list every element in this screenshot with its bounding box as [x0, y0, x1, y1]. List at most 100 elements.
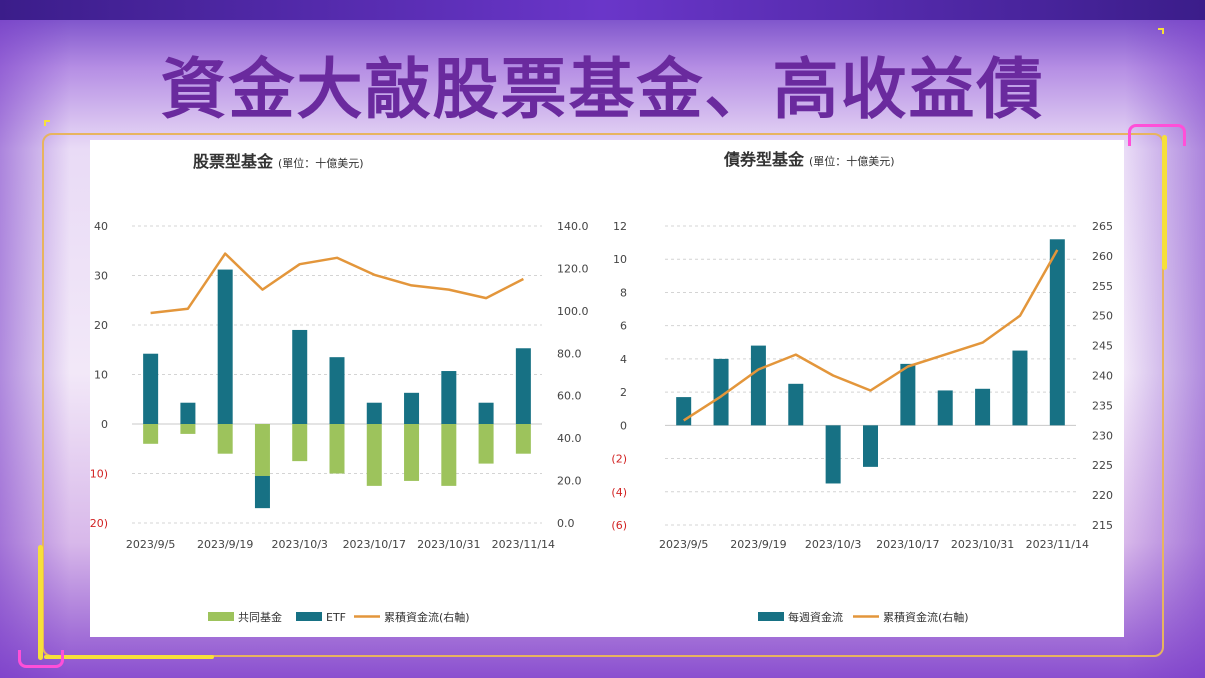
- bar-mutual-fund: [441, 424, 457, 486]
- bar-weekly-flow: [1049, 239, 1065, 426]
- y-right-tick-label: 40.0: [557, 432, 582, 445]
- y-right-tick-label: 60.0: [557, 390, 582, 403]
- corner-mark: [1158, 28, 1164, 34]
- y-left-tick-label: (6): [611, 519, 627, 532]
- y-right-tick-label: 250: [1092, 310, 1113, 323]
- bar-mutual-fund: [180, 424, 196, 434]
- bar-mutual-fund: [478, 424, 494, 464]
- x-tick-label: 2023/11/14: [1026, 538, 1089, 551]
- bar-etf: [329, 357, 345, 424]
- equity-fund-panel: 股票型基金 (單位：十億美元) 40 30 20 10 0 (10) (20) 140.0 1…: [85, 140, 590, 637]
- y-left-tick-label: 10: [613, 253, 627, 266]
- bar-etf: [254, 475, 270, 509]
- chart-title: 債券型基金: [723, 150, 805, 169]
- chart-title-unit: (單位：十億美元): [809, 154, 895, 168]
- corner-mark: [44, 120, 50, 126]
- bar-weekly-flow: [676, 397, 692, 426]
- equity-fund-chart: 股票型基金 (單位：十億美元) 40 30 20 10 0 (10) (20) 140.0 1…: [85, 152, 589, 624]
- y-right-tick-label: 245: [1092, 340, 1113, 353]
- y-right-tick-label: 0.0: [557, 517, 575, 530]
- bar-etf: [441, 371, 457, 424]
- bar-etf: [180, 402, 196, 424]
- bar-weekly-flow: [750, 345, 766, 426]
- y-right-tick-label: 220: [1092, 489, 1113, 502]
- right-glow: [1125, 20, 1205, 678]
- left-glow: [0, 20, 70, 678]
- top-banner: [0, 0, 1205, 20]
- y-right-tick-label: 230: [1092, 429, 1113, 442]
- y-right-tick-label: 225: [1092, 459, 1113, 472]
- y-left-tick-label: (10): [90, 468, 108, 481]
- y-right-tick-label: 240: [1092, 370, 1113, 383]
- cumulative-flow-line: [150, 252, 524, 315]
- pink-accent-top-right: [1128, 124, 1186, 146]
- legend-label: 共同基金: [238, 610, 282, 624]
- legend-label: ETF: [326, 611, 346, 624]
- legend-label: 累積資金流(右軸): [384, 610, 470, 624]
- bar-etf: [404, 392, 420, 424]
- bar-mutual-fund: [143, 424, 159, 444]
- y-right-tick-label: 100.0: [557, 305, 589, 318]
- legend-label: 每週資金流: [788, 610, 843, 624]
- bar-weekly-flow: [900, 363, 916, 426]
- x-tick-label: 2023/10/3: [272, 538, 328, 551]
- x-tick-label: 2023/10/17: [343, 538, 406, 551]
- bar-weekly-flow: [937, 390, 953, 426]
- y-right-tick-label: 260: [1092, 250, 1113, 263]
- x-tick-label: 2023/10/31: [951, 538, 1014, 551]
- chart-title: 股票型基金: [193, 152, 274, 171]
- bar-etf: [515, 348, 531, 424]
- x-tick-label: 2023/10/17: [876, 538, 939, 551]
- legend-label: 累積資金流(右軸): [883, 610, 969, 624]
- bar-mutual-fund: [217, 424, 233, 454]
- y-left-tick-label: 10: [94, 369, 108, 382]
- yellow-accent-left: [38, 545, 43, 660]
- y-left-tick-label: 0: [620, 419, 627, 432]
- y-left-tick-label: 2: [620, 386, 627, 399]
- legend-swatch: [208, 612, 234, 621]
- y-left-tick-label: 4: [620, 353, 627, 366]
- bar-weekly-flow: [975, 388, 991, 426]
- bar-weekly-flow: [788, 383, 804, 426]
- yellow-accent-right: [1162, 135, 1167, 270]
- bond-fund-panel: 債券型基金 (單位：十億美元) 12 10 8 6 4 2 0 (2) (4) (6) 265 26…: [590, 140, 1124, 637]
- y-left-tick-label: 40: [94, 220, 108, 233]
- x-tick-label: 2023/9/5: [659, 538, 708, 551]
- y-left-tick-label: (2): [611, 453, 627, 466]
- y-right-tick-label: 80.0: [557, 347, 582, 360]
- bar-mutual-fund: [366, 424, 382, 486]
- y-right-tick-label: 20.0: [557, 475, 582, 488]
- bar-weekly-flow: [825, 425, 841, 484]
- y-left-tick-label: 8: [620, 286, 627, 299]
- bar-etf: [478, 402, 494, 424]
- x-tick-label: 2023/9/19: [197, 538, 253, 551]
- chart-frame: [42, 133, 1164, 657]
- y-left-tick-label: 6: [620, 320, 627, 333]
- legend-swatch: [296, 612, 322, 621]
- chart-title-unit: (單位：十億美元): [278, 156, 364, 170]
- yellow-accent-bottom: [44, 655, 214, 659]
- y-right-tick-label: 120.0: [557, 262, 589, 275]
- bar-weekly-flow: [1012, 350, 1028, 426]
- y-left-tick-label: 20: [94, 319, 108, 332]
- y-right-tick-label: 255: [1092, 280, 1113, 293]
- bar-etf: [217, 269, 233, 424]
- y-left-tick-label: 0: [101, 418, 108, 431]
- bar-mutual-fund: [254, 424, 270, 476]
- y-right-tick-label: 140.0: [557, 220, 589, 233]
- bar-mutual-fund: [329, 424, 345, 474]
- bar-etf: [292, 329, 308, 424]
- cumulative-flow-line: [683, 249, 1059, 422]
- y-left-tick-label: (4): [611, 486, 627, 499]
- y-left-tick-label: 30: [94, 270, 108, 283]
- y-left-tick-label: (20): [90, 517, 108, 530]
- slide-title: 資金大敲股票基金、高收益債: [160, 51, 1045, 128]
- x-tick-label: 2023/9/5: [126, 538, 175, 551]
- y-right-tick-label: 215: [1092, 519, 1113, 532]
- bond-fund-chart: 債券型基金 (單位：十億美元) 12 10 8 6 4 2 0 (2) (4) (6) 265 26…: [611, 150, 1113, 624]
- x-tick-label: 2023/10/3: [805, 538, 861, 551]
- y-right-tick-label: 265: [1092, 220, 1113, 233]
- x-tick-label: 2023/9/19: [730, 538, 786, 551]
- x-tick-label: 2023/11/14: [492, 538, 555, 551]
- pink-accent-bottom-left: [18, 650, 64, 668]
